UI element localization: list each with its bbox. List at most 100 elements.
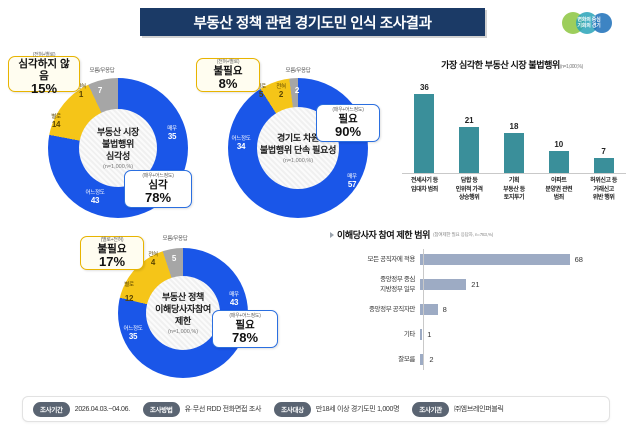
callout-pct: 8%: [218, 76, 238, 92]
vertical-bar-column: 10: [539, 76, 579, 173]
vbar-title-note: (n=1,000,%): [559, 64, 583, 70]
horizontal-bar-value: 68: [574, 255, 583, 264]
callout-label: 필요: [235, 319, 255, 331]
vertical-bar-label: 전세사기 등 임대차 범죄: [410, 178, 438, 193]
callout-label: 불필요: [97, 243, 127, 255]
segment-label-전혀: 전혀 1: [76, 84, 86, 100]
segment-label-어느정도: 어느정도 43: [85, 190, 105, 206]
vertical-bar-rect: [459, 126, 480, 173]
vertical-bar-axis: [402, 173, 626, 174]
hbar-title-note: (참여제한 필요 응답자, n=783,%): [432, 231, 494, 237]
vertical-bar-value: 36: [419, 82, 429, 92]
logo-text: 변화의 중심 기회의 경기: [577, 17, 600, 30]
segment-label-매우: 매우 35: [167, 126, 177, 142]
vertical-bar-rect: [593, 157, 614, 173]
segment-label-어느정도: 어느정도 34: [231, 136, 251, 152]
vertical-bar-value: 18: [509, 122, 519, 132]
callout-sub: (전혀+별로): [216, 59, 240, 65]
vertical-bar-label: 담합 등 인위적 가격 상승행위: [455, 178, 483, 202]
vertical-bar-value: 7: [601, 146, 606, 156]
callout-sub: (전혀+별로): [32, 51, 56, 58]
donut-center: 부동산 정책 이해당사자참여 제한 (n=1,000,%): [146, 276, 220, 350]
page-title-bar: 부동산 정책 관련 경기도민 인식 조사결과: [140, 8, 485, 36]
horizontal-bar-label: 기타: [403, 330, 416, 338]
segment-label-전혀: 전혀 2: [276, 84, 286, 100]
vertical-bar-label: 허위신고 등 거래신고 위반 행위: [590, 178, 618, 202]
horizontal-bar-label: 중앙정부 중심 지방정부 일부: [380, 276, 415, 293]
callout-restriction-necessary: (매우+어느정도) 필요 78%: [212, 310, 278, 348]
callout-severe: (매우+어느정도) 심각 78%: [124, 170, 192, 208]
vertical-bar-column: 36: [404, 76, 444, 173]
callout-necessary: (매우+어느정도) 필요 90%: [316, 104, 380, 142]
segment-label-모름-value: 7: [97, 86, 103, 95]
footer-chip: 조사기관: [412, 401, 449, 417]
footer-chip: 조사방법: [142, 401, 180, 417]
donut-chart-enforcement-need: 경기도 차원 불법행위 단속 필요성 (n=1,000,%) 매우 57 어느정도 3…: [228, 68, 368, 218]
callout-pct: 90%: [334, 124, 362, 140]
donut-center-title: 부동산 정책 이해당사자참여 제한: [155, 291, 211, 327]
vertical-bar-column: 7: [584, 76, 624, 173]
logo-blob-blue: [592, 13, 612, 33]
horizontal-bar-chart-header: 이해당사자 참여 제한 범위 (참여제한 필요 응답자, n=783,%): [330, 228, 628, 241]
callout-sub: (별로+전혀): [100, 237, 124, 243]
horizontal-bar-rect: [420, 304, 438, 315]
vertical-bar-column: 21: [449, 76, 489, 173]
segment-label-모름-name: 모름/무응답: [285, 68, 311, 74]
segment-label-매우: 매우 57: [347, 174, 357, 190]
vertical-bar-category-labels: 전세사기 등 임대차 범죄 담합 등 인위적 가격 상승행위 기획 부동산 등 토지투기 아파트…: [402, 177, 626, 203]
horizontal-bar-value: 21: [471, 280, 480, 289]
horizontal-bar-row: 중앙정부 중심 지방정부 일부 21: [330, 272, 628, 297]
segment-label-어느정도: 어느정도 35: [123, 326, 143, 342]
segment-label-모름-value: 2: [294, 86, 300, 95]
donut-center-n: (n=1,000,%): [167, 329, 199, 336]
vertical-bar-rect: [414, 93, 435, 173]
callout-sub: (매우+어느정도): [332, 107, 364, 113]
callout-label: 심각: [148, 179, 168, 191]
page-title: 부동산 정책 관련 경기도민 인식 조사결과: [193, 15, 432, 32]
logo-text-line1: 변화의 중심: [577, 16, 601, 23]
horizontal-bar-rect: [420, 329, 423, 340]
vertical-bar-rect: [548, 151, 569, 173]
horizontal-bar-rect: [420, 354, 425, 365]
donut-center-n: (n=1,000,%): [282, 158, 314, 165]
footer-value: ㈜엠브레인퍼블릭: [453, 406, 504, 413]
vertical-bars: 36 21 18 10 7: [402, 76, 626, 173]
footer-chip: 조사기간: [33, 401, 70, 417]
footer-value: 2026.04.03.~04.06.: [74, 405, 130, 413]
callout-pct: 17%: [98, 254, 126, 270]
donut-center-n: (n=1,000,%): [102, 164, 134, 171]
callout-pct: 78%: [231, 330, 259, 346]
horizontal-bar-row: 중앙정부 공직자만 8: [330, 297, 628, 322]
gyeonggi-logo: 변화의 중심 기회의 경기: [560, 10, 618, 36]
vertical-bar-value: 10: [554, 140, 564, 149]
vertical-bar-label: 아파트 분양권 관련 범죄: [545, 178, 573, 202]
horizontal-bar-rows: 모든 공직자에 적용 68 중앙정부 중심 지방정부 일부 21 중앙정부 공직자만 8 기타…: [330, 247, 628, 372]
footer-value: 만18세 이상 경기도민 1,000명: [315, 406, 400, 413]
horizontal-bar-row: 모든 공직자에 적용 68: [330, 247, 628, 272]
horizontal-bar-label: 잘모름: [398, 355, 415, 363]
horizontal-bar-rect: [420, 254, 570, 265]
survey-method-footer: 조사기간 2026.04.03.~04.06. 조사방법 유·무선 RDD 전화면접 …: [22, 396, 610, 422]
vertical-bar-value: 21: [464, 115, 474, 125]
horizontal-bar-label: 중앙정부 공직자만: [368, 305, 415, 313]
horizontal-bar-label: 모든 공직자에 적용: [367, 255, 416, 263]
vertical-bar-chart: 가장 심각한 부동산 시장 불법행위(n=1,000,%) 36 21 18 10 7 …: [396, 58, 628, 201]
segment-label-모름-name: 모름/무응답: [89, 68, 115, 74]
callout-label: 필요: [338, 113, 358, 125]
horizontal-bar-chart: 이해당사자 참여 제한 범위 (참여제한 필요 응답자, n=783,%) 모든…: [330, 228, 628, 378]
callout-pct: 15%: [30, 81, 58, 97]
segment-label-별로: 별로 14: [51, 114, 61, 130]
hbar-title-text: 이해당사자 참여 제한 범위: [337, 230, 430, 240]
horizontal-bar-value: 8: [442, 305, 447, 314]
segment-label-모름-name: 모름/무응답: [162, 236, 188, 242]
callout-unnecessary: (전혀+별로) 불필요 8%: [196, 58, 260, 92]
logo-text-line2: 기회의 경기: [577, 23, 601, 29]
segment-label-별로: 별로 12: [124, 282, 134, 304]
callout-not-severe: (전혀+별로) 심각하지 않음 15%: [8, 52, 80, 96]
vertical-bar-chart-title: 가장 심각한 부동산 시장 불법행위(n=1,000,%): [396, 58, 628, 71]
horizontal-bar-value: 2: [429, 355, 434, 364]
triangle-marker-icon: [330, 231, 334, 238]
segment-label-별로: 별로 5: [256, 84, 266, 100]
segment-label-전혀: 전혀 4: [148, 252, 158, 268]
horizontal-bar-row: 기타 1: [330, 322, 628, 347]
